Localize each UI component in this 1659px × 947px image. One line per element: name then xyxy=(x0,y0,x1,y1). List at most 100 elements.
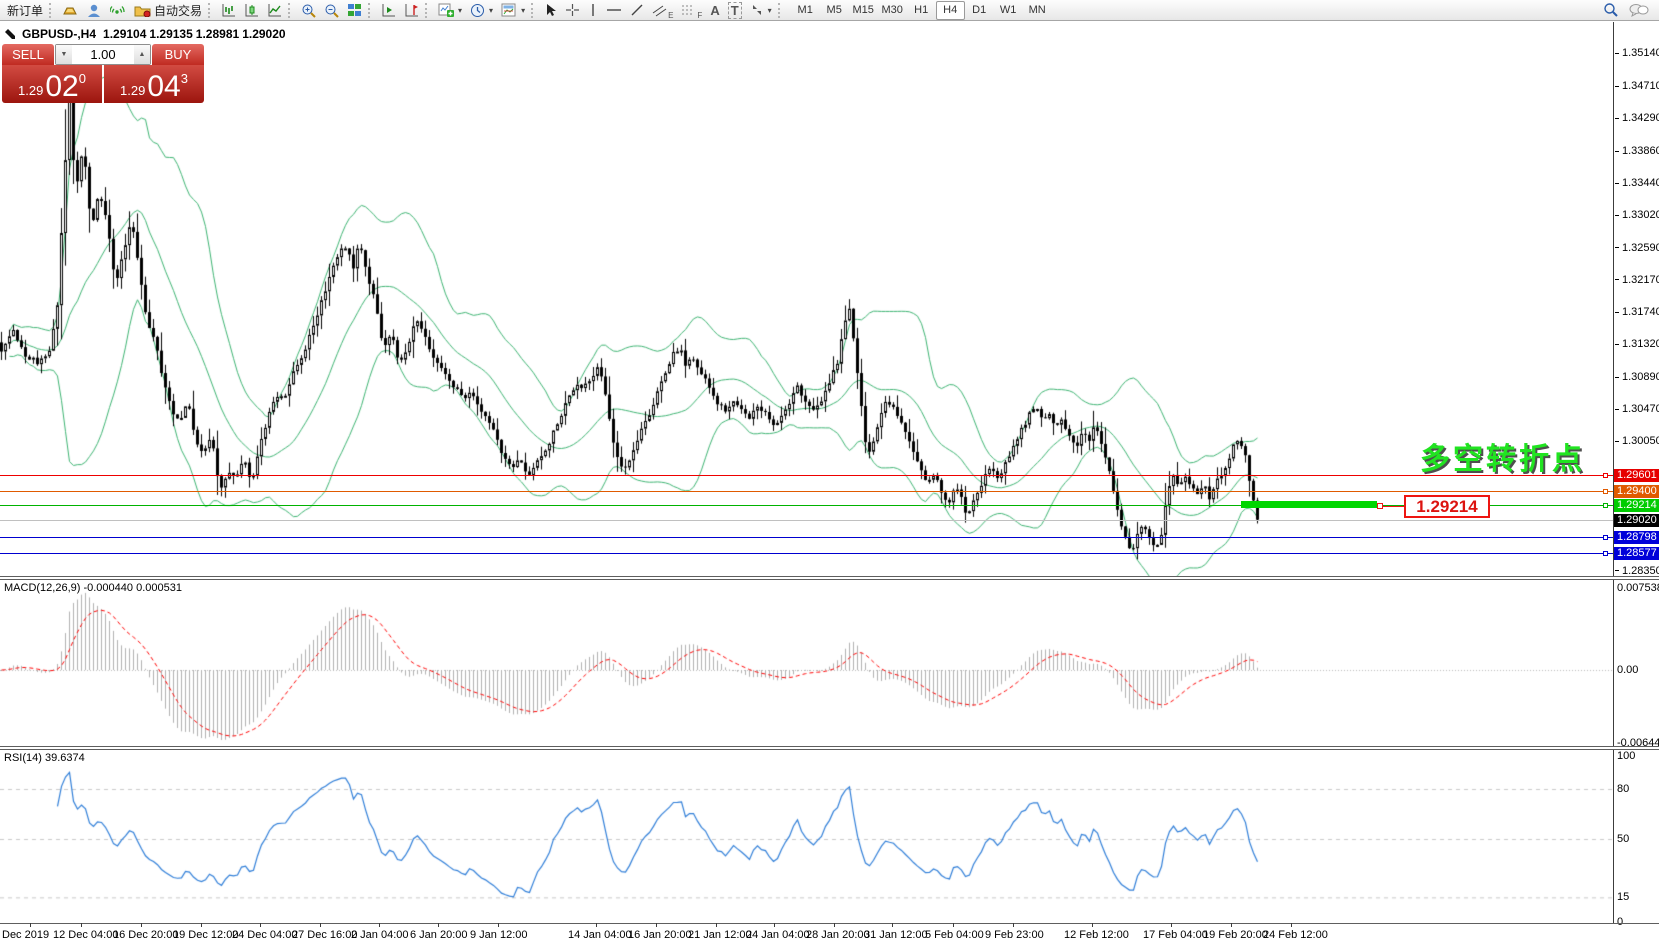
tick-dash xyxy=(1615,150,1619,152)
pane-separator[interactable] xyxy=(0,576,1659,580)
sell-price-sup: 0 xyxy=(78,71,86,86)
trendline-tool-button[interactable] xyxy=(626,1,648,20)
new-order-button[interactable]: 新订单 xyxy=(3,1,47,20)
tile-windows-button[interactable] xyxy=(343,1,366,20)
vertical-line-tool-button[interactable] xyxy=(584,1,602,20)
sell-price-small: 1.29 xyxy=(18,83,44,98)
toolbar-grip xyxy=(288,2,293,18)
timeframe-button-m5[interactable]: M5 xyxy=(826,3,842,16)
search-icon[interactable] xyxy=(1603,2,1619,18)
new-chart-button[interactable]: ▾ xyxy=(434,1,466,20)
ohlc-close: 1.29020 xyxy=(242,27,286,41)
new-order-label: 新订单 xyxy=(7,3,44,18)
macd-indicator-canvas[interactable] xyxy=(0,580,1613,747)
line-anchor-handle[interactable] xyxy=(1603,551,1608,556)
horizontal-level-line[interactable] xyxy=(0,537,1613,538)
trendline-icon xyxy=(631,4,643,16)
horizontal-level-line[interactable] xyxy=(0,491,1613,492)
chevron-down-icon: ▾ xyxy=(767,5,772,15)
bar-chart-icon xyxy=(222,4,236,17)
candlestick-mode-button[interactable] xyxy=(240,1,263,20)
periods-button[interactable]: ▾ xyxy=(466,1,497,20)
label-tool-icon: T xyxy=(727,1,742,19)
horizontal-line-tool-button[interactable] xyxy=(602,1,626,20)
volume-spinner[interactable]: ▼ 1.00 ▲ xyxy=(55,44,151,65)
market-watch-button[interactable] xyxy=(58,1,82,20)
chat-icon[interactable] xyxy=(1629,3,1649,18)
time-axis-label: 21 Jan 12:00 xyxy=(688,929,752,941)
price-callout-label[interactable]: 1.29214 xyxy=(1404,495,1490,518)
price-axis-border[interactable] xyxy=(1613,22,1614,923)
time-axis-label: 12 Feb 12:00 xyxy=(1064,929,1129,941)
callout-handle[interactable] xyxy=(1377,503,1383,509)
fibonacci-icon xyxy=(682,5,695,15)
horizontal-level-line[interactable] xyxy=(0,520,1613,521)
buy-price-small: 1.29 xyxy=(120,83,146,98)
toolbar-grip xyxy=(531,2,536,18)
horizontal-level-line[interactable] xyxy=(0,475,1613,476)
timeframe-button-h4[interactable]: H4 xyxy=(935,0,965,20)
line-chart-mode-button[interactable] xyxy=(263,1,286,20)
arrows-tool-button[interactable]: ▾ xyxy=(746,1,776,20)
support-highlight-bar[interactable] xyxy=(1241,501,1377,508)
time-axis-tick xyxy=(141,923,142,927)
zoom-in-button[interactable] xyxy=(297,1,320,20)
price-axis-tick: 1.30050 xyxy=(1615,435,1659,447)
timeframe-button-h1[interactable]: H1 xyxy=(914,3,929,16)
label-tool-button[interactable]: T xyxy=(724,1,746,20)
auto-scroll-button[interactable] xyxy=(377,1,400,20)
timeframe-button-w1[interactable]: W1 xyxy=(999,3,1017,16)
timeframe-button-m1[interactable]: M1 xyxy=(797,3,813,16)
time-axis-tick xyxy=(498,923,499,927)
rsi-scale-label: 50 xyxy=(1617,833,1630,845)
time-axis-tick xyxy=(596,923,597,927)
rsi-indicator-canvas[interactable] xyxy=(0,750,1613,923)
horizontal-level-line[interactable] xyxy=(0,505,1613,506)
line-anchor-handle[interactable] xyxy=(1603,473,1608,478)
profile-icon xyxy=(88,4,101,17)
line-anchor-handle[interactable] xyxy=(1603,535,1608,540)
macd-scale-label: 0.00 xyxy=(1617,664,1639,676)
tick-dash xyxy=(1615,570,1619,572)
zoom-out-button[interactable] xyxy=(320,1,343,20)
tick-dash xyxy=(1615,117,1619,119)
time-axis-tick xyxy=(379,923,380,927)
rsi-scale-label: 80 xyxy=(1617,783,1630,795)
text-tool-button[interactable]: A xyxy=(706,1,723,20)
buy-button[interactable]: BUY xyxy=(152,44,204,65)
community-button[interactable] xyxy=(82,1,106,20)
timeframe-button-m15[interactable]: M15 xyxy=(852,3,874,16)
timeframe-button-d1[interactable]: D1 xyxy=(972,3,987,16)
time-axis-tick xyxy=(716,923,717,927)
timeframe-button-mn[interactable]: MN xyxy=(1028,3,1046,16)
buy-price-box[interactable]: 1.29 04 3 xyxy=(104,65,204,103)
bar-chart-mode-button[interactable] xyxy=(217,1,240,20)
line-anchor-handle[interactable] xyxy=(1603,489,1608,494)
turning-point-annotation[interactable]: 多空转折点 xyxy=(1420,443,1585,476)
crosshair-tool-button[interactable] xyxy=(561,1,584,20)
price-axis-tick: 1.30890 xyxy=(1615,371,1659,383)
line-anchor-handle[interactable] xyxy=(1603,503,1608,508)
signals-button[interactable] xyxy=(106,1,130,20)
volume-decrease-button[interactable]: ▼ xyxy=(56,45,72,64)
autotrading-button[interactable]: 自动交易 xyxy=(130,1,206,20)
fibonacci-letter: F xyxy=(697,10,703,20)
pane-separator[interactable] xyxy=(0,746,1659,750)
templates-button[interactable]: ▾ xyxy=(497,1,529,20)
sell-price-box[interactable]: 1.29 02 0 xyxy=(2,65,102,103)
timeframe-button-m30[interactable]: M30 xyxy=(881,3,903,16)
fibonacci-tool-button[interactable]: F xyxy=(677,1,706,20)
horizontal-level-line[interactable] xyxy=(0,553,1613,554)
main-chart-canvas[interactable] xyxy=(0,22,1613,577)
channel-tool-button[interactable]: E xyxy=(648,1,677,20)
price-axis-tick: 1.32170 xyxy=(1615,274,1659,286)
time-axis-tick xyxy=(1171,923,1172,927)
volume-increase-button[interactable]: ▲ xyxy=(134,45,150,64)
price-axis-tick: 1.33860 xyxy=(1615,145,1659,157)
cursor-tool-button[interactable] xyxy=(540,1,561,20)
sell-button[interactable]: SELL xyxy=(2,44,54,65)
buy-price-big: 04 xyxy=(147,70,181,103)
chart-shift-button[interactable] xyxy=(400,1,423,20)
crosshair-icon xyxy=(566,4,580,16)
volume-value[interactable]: 1.00 xyxy=(90,47,116,62)
